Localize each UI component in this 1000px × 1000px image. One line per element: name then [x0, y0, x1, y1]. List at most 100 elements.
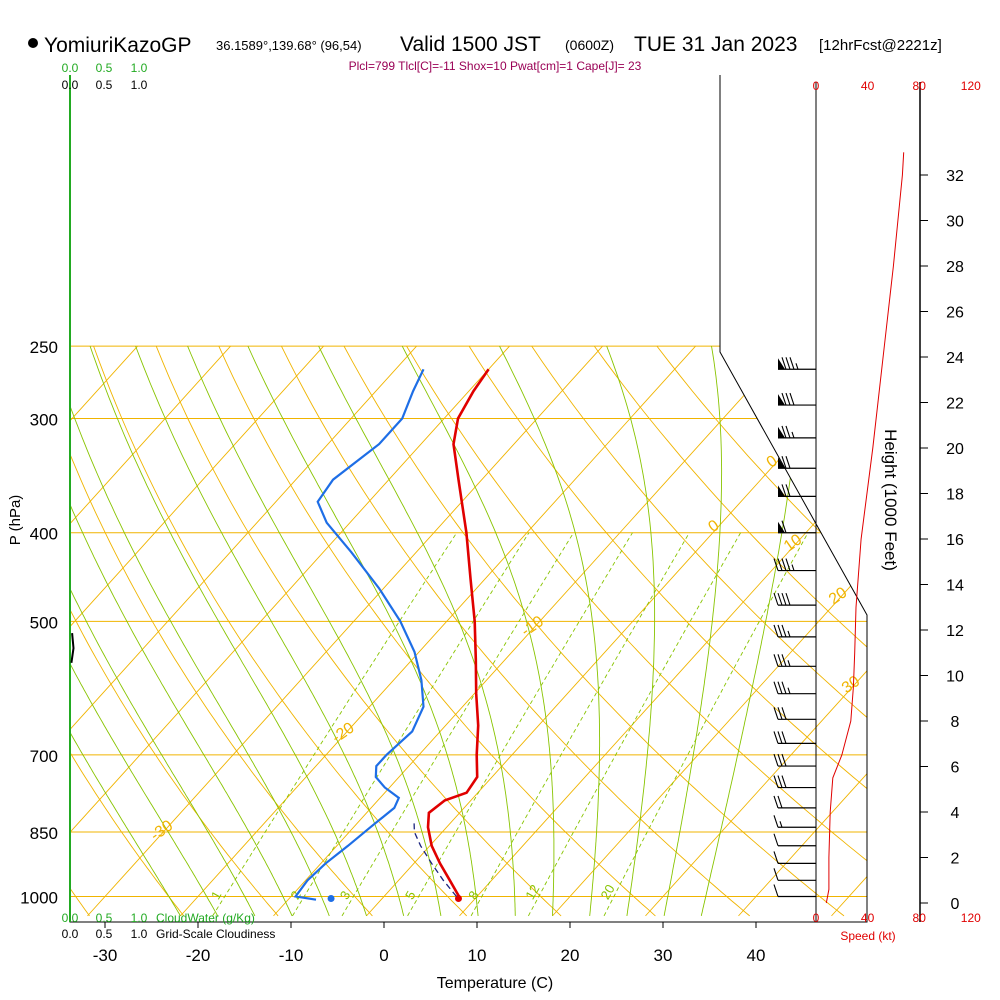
wind-barb-full — [785, 425, 791, 439]
cloudiness-tick-top: 0.0 — [62, 78, 79, 92]
moist-adiabat-line — [401, 345, 555, 916]
wind-barb-full — [773, 868, 779, 881]
height-tick-label: 26 — [946, 305, 964, 322]
height-tick-label: 20 — [946, 441, 964, 458]
wind-barb-full — [789, 392, 795, 406]
moist-adiabat-line — [499, 345, 601, 916]
wind-barb-half — [779, 821, 783, 828]
temperature-tick-label: 30 — [654, 946, 673, 965]
wind-barb-full — [789, 357, 795, 370]
cloudiness-label: Grid-Scale Cloudiness — [156, 927, 275, 941]
mixing-ratio-label: 1 — [208, 888, 225, 902]
moist-adiabat-line — [318, 345, 516, 916]
adiabat-label: 30 — [839, 673, 863, 697]
wind-speed-line — [825, 152, 905, 904]
cloudiness-tick-bottom: 1.0 — [131, 927, 148, 941]
dry-adiabat-line — [593, 345, 867, 917]
moist-adiabat-line — [700, 346, 804, 916]
speed-tick-label-bottom: 120 — [961, 911, 981, 925]
adiabat-label: -10 — [518, 613, 547, 640]
isotherm-line — [87, 345, 603, 917]
wind-barb-full — [781, 520, 787, 533]
wind-barb-half — [795, 363, 799, 370]
temperature-tick-label: -30 — [93, 946, 118, 965]
isotherm-line — [459, 345, 867, 917]
isotherm-line — [70, 345, 510, 917]
mixing-ratio-label: 5 — [402, 888, 419, 902]
wind-barb-flag — [778, 358, 785, 370]
wind-barb-full — [781, 425, 787, 439]
wind-barb-full — [785, 456, 791, 469]
speed-tick-label-top: 120 — [961, 79, 981, 93]
wind-barb-full — [781, 484, 787, 497]
isotherm-line — [70, 345, 324, 917]
mixing-ratio-line — [341, 532, 574, 917]
pressure-tick-label: 500 — [30, 613, 58, 632]
wind-barb-half — [787, 687, 791, 694]
moist-adiabat-line — [135, 345, 405, 917]
wind-barb-full — [777, 592, 783, 606]
cloudiness-tick-top: 0.5 — [96, 78, 113, 92]
dewpoint-line — [293, 368, 425, 901]
wind-barb-full — [773, 654, 779, 667]
pressure-tick-label: 1000 — [20, 889, 58, 908]
mixing-ratio-label: 20 — [597, 882, 617, 902]
wind-barb-flag — [778, 394, 785, 406]
pressure-tick-label: 250 — [30, 338, 58, 357]
wind-barb-full — [781, 624, 787, 638]
cloudiness-tick-bottom: 0.0 — [62, 927, 79, 941]
wind-barb-full — [773, 795, 779, 809]
dry-adiabat-line — [70, 345, 373, 917]
dry-adiabat-line — [93, 345, 468, 917]
speed-axis-title: Speed (kt) — [840, 929, 895, 943]
forecast-date: TUE 31 Jan 2023 — [634, 33, 797, 56]
cloudiness-tick-bottom: 0.5 — [96, 927, 113, 941]
temperature-tick-label: 40 — [747, 946, 766, 965]
wind-barb-full — [781, 731, 787, 744]
height-tick-label: 14 — [946, 578, 964, 595]
station-name: YomiuriKazoGP — [44, 34, 191, 57]
cloudwater-tick-top: 0.0 — [62, 61, 79, 75]
height-tick-label: 22 — [946, 396, 964, 413]
wind-barb-flag — [778, 485, 785, 497]
wind-barb-full — [777, 624, 783, 638]
height-tick-label: 6 — [951, 760, 960, 777]
forecast-cycle: [12hrFcst@2221z] — [819, 37, 942, 54]
wind-barb-full — [777, 731, 783, 744]
moist-adiabat-line — [70, 345, 293, 917]
station-dot-icon — [28, 38, 38, 48]
wind-barb-full — [785, 357, 791, 370]
wind-barb-full — [773, 592, 779, 606]
height-axis-title: Height (1000 Feet) — [881, 429, 900, 571]
wind-barb-full — [781, 558, 787, 571]
moist-adiabat-line — [606, 345, 656, 916]
adiabat-label: -30 — [148, 817, 177, 844]
dry-adiabat-line — [70, 346, 185, 917]
wind-barb-flag — [778, 457, 785, 469]
mixing-ratio-line — [407, 532, 633, 917]
cloudwater-label: CloudWater (g/Kg) — [156, 911, 255, 925]
mixing-ratio-label: 3 — [337, 888, 354, 902]
moist-adiabat-line — [70, 345, 219, 917]
wind-barb-full — [781, 775, 787, 788]
plot-outline — [69, 75, 868, 923]
height-tick-label: 24 — [946, 350, 964, 367]
height-tick-label: 2 — [951, 851, 960, 868]
wind-barb-half — [787, 660, 791, 667]
wind-barb-full — [785, 592, 791, 606]
dry-adiabat-line — [70, 345, 279, 917]
wind-barb-full — [773, 775, 779, 788]
wind-barb-full — [781, 707, 787, 720]
isotherm-line — [70, 345, 231, 917]
wind-barb-full — [773, 884, 779, 897]
height-tick-label: 16 — [946, 532, 964, 549]
cloudwater-tick-bottom: 0.5 — [96, 911, 113, 925]
wind-barb-full — [781, 456, 787, 469]
moist-adiabat-line — [70, 346, 181, 917]
sounding-lines — [293, 368, 490, 901]
wind-barb-flag — [778, 521, 785, 533]
dry-adiabat-line — [970, 346, 1000, 916]
pressure-tick-label: 700 — [30, 747, 58, 766]
speed-tick-label-top: 0 — [813, 79, 820, 93]
